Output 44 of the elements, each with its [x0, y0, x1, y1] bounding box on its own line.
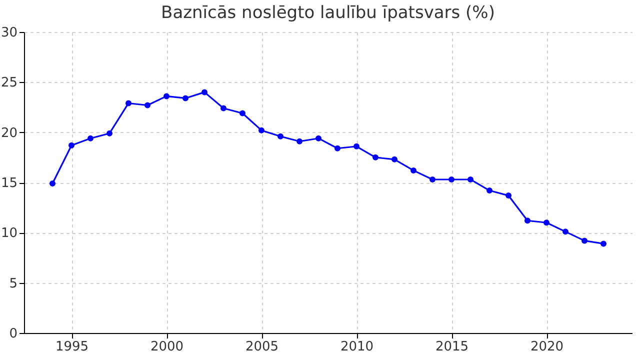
point: [202, 89, 208, 96]
point: [372, 154, 378, 160]
point: [600, 240, 606, 247]
point: [240, 110, 246, 116]
point: [164, 93, 170, 100]
y-tick-label: 15: [0, 176, 18, 191]
point: [544, 220, 550, 226]
point: [144, 102, 150, 108]
point: [410, 167, 416, 174]
point: [182, 95, 188, 102]
point: [106, 130, 112, 136]
point: [68, 142, 74, 148]
chart-title: Baznīcās noslēgto laulību īpatsvars (%): [161, 3, 495, 23]
point: [392, 156, 398, 162]
point: [524, 218, 530, 224]
y-tick-label: 10: [0, 226, 18, 242]
y-tick-label: 25: [0, 76, 18, 91]
point: [486, 188, 492, 194]
point: [506, 192, 512, 199]
point: [88, 135, 94, 142]
x-tick-label: 2005: [245, 340, 279, 354]
y-tick-label: 5: [9, 276, 18, 292]
y-tick-label: 30: [0, 26, 18, 40]
point: [582, 238, 588, 244]
point: [258, 127, 264, 134]
x-tick-label: 1995: [55, 340, 89, 354]
point: [220, 105, 226, 112]
point: [562, 228, 568, 235]
y-tick-label: 0: [9, 326, 18, 342]
point: [334, 145, 340, 152]
point: [278, 133, 284, 140]
point: [354, 143, 360, 150]
x-tick-label: 2000: [150, 340, 184, 354]
point: [430, 176, 436, 182]
point: [296, 138, 302, 144]
point: [468, 176, 474, 182]
point: [316, 135, 322, 142]
x-tick-label: 2015: [435, 340, 469, 354]
y-tick-label: 20: [0, 126, 18, 141]
x-tick-label: 2020: [530, 340, 564, 354]
point: [126, 100, 132, 106]
x-tick-label: 2010: [340, 340, 374, 354]
point: [448, 176, 454, 182]
point: [50, 180, 56, 186]
